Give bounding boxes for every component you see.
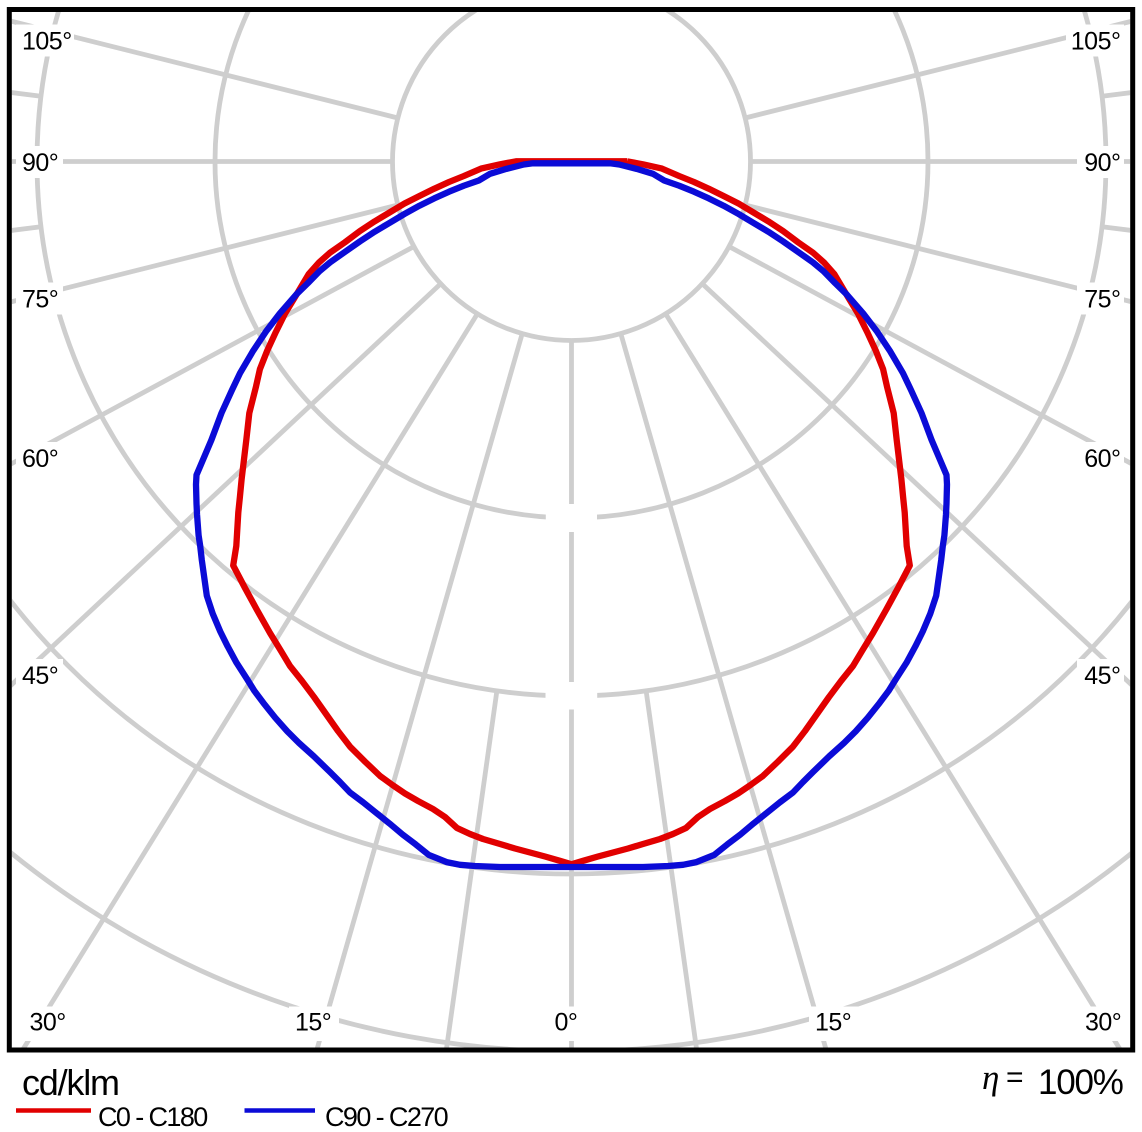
svg-text:30°: 30° bbox=[30, 1009, 66, 1037]
svg-text:=: = bbox=[1006, 1061, 1024, 1094]
svg-text:η: η bbox=[982, 1058, 999, 1097]
svg-text:105°: 105° bbox=[1071, 28, 1121, 56]
svg-text:45°: 45° bbox=[22, 662, 58, 690]
svg-text:60°: 60° bbox=[22, 445, 58, 473]
svg-text:cd/klm: cd/klm bbox=[22, 1062, 119, 1103]
svg-text:90°: 90° bbox=[22, 149, 58, 177]
svg-text:100%: 100% bbox=[1038, 1063, 1123, 1102]
svg-text:C0 - C180: C0 - C180 bbox=[98, 1102, 207, 1132]
svg-text:60°: 60° bbox=[1084, 445, 1120, 473]
svg-text:0°: 0° bbox=[555, 1009, 578, 1037]
svg-text:30°: 30° bbox=[1085, 1009, 1121, 1037]
svg-text:105°: 105° bbox=[22, 28, 72, 56]
svg-text:C90 - C270: C90 - C270 bbox=[325, 1102, 448, 1132]
svg-text:90°: 90° bbox=[1084, 149, 1120, 177]
svg-text:75°: 75° bbox=[1084, 286, 1120, 314]
svg-text:75°: 75° bbox=[22, 286, 58, 314]
svg-text:15°: 15° bbox=[295, 1009, 331, 1037]
svg-text:15°: 15° bbox=[815, 1009, 851, 1037]
svg-text:45°: 45° bbox=[1084, 662, 1120, 690]
